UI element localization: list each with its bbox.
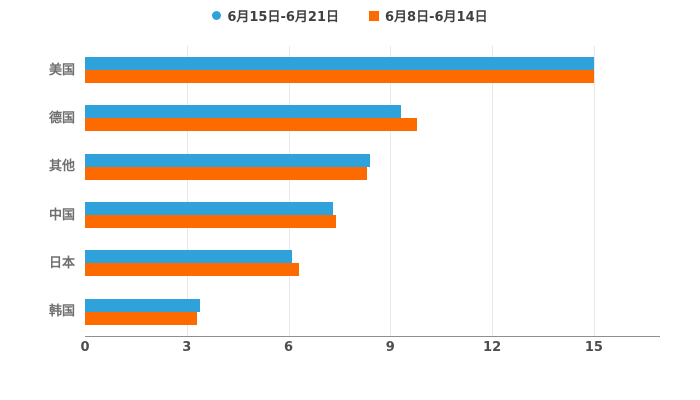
x-tick-label: 6 — [284, 340, 294, 355]
gridline — [492, 46, 494, 336]
category-label: 其他 — [48, 159, 75, 175]
legend-marker-icon — [212, 11, 222, 20]
category-row: 韩国 — [49, 288, 660, 336]
bar[interactable] — [85, 202, 333, 216]
legend-marker-icon — [369, 10, 380, 21]
bar[interactable] — [85, 263, 299, 277]
bar-group — [85, 57, 660, 84]
legend-label: 6月15日-6月21日 — [227, 10, 340, 25]
category-row: 德国 — [49, 94, 660, 142]
legend: 6月15日-6月21日 6月8日-6月14日 — [0, 6, 700, 25]
gridline — [288, 46, 290, 336]
category-row: 美国 — [49, 46, 660, 94]
gridline — [186, 46, 188, 336]
bar[interactable] — [85, 215, 337, 229]
bar[interactable] — [85, 105, 401, 119]
x-tick-label: 15 — [584, 340, 603, 355]
category-label: 韩国 — [48, 304, 75, 320]
category-row: 日本 — [49, 239, 660, 287]
bar[interactable] — [85, 118, 418, 132]
x-tick-label: 3 — [182, 340, 192, 355]
bar-group — [85, 298, 660, 325]
category-label: 美国 — [48, 62, 75, 78]
bar-group — [85, 250, 660, 277]
gridline — [390, 46, 392, 336]
plot-area: 美国德国其他中国日本韩国 — [49, 46, 660, 337]
legend-label: 6月8日-6月14日 — [385, 10, 488, 25]
bar[interactable] — [85, 57, 594, 71]
bar[interactable] — [85, 70, 594, 84]
category-label: 德国 — [48, 110, 75, 126]
category-row: 中国 — [49, 191, 660, 239]
x-tick-label: 0 — [80, 340, 90, 355]
legend-item[interactable]: 6月15日-6月21日 — [212, 6, 339, 25]
x-axis: 0 3 6 9 12 15 — [80, 340, 660, 360]
bar[interactable] — [85, 298, 201, 312]
category-row: 其他 — [49, 143, 660, 191]
x-tick-label: 12 — [483, 340, 502, 355]
bar[interactable] — [85, 250, 292, 264]
x-tick-label: 9 — [385, 340, 395, 355]
bar[interactable] — [85, 311, 197, 325]
bar[interactable] — [85, 153, 370, 167]
legend-item[interactable]: 6月8日-6月14日 — [369, 6, 488, 25]
category-label: 日本 — [48, 255, 75, 271]
gridline — [593, 46, 595, 336]
bar-group — [85, 202, 660, 229]
bar-group — [85, 153, 660, 180]
category-label: 中国 — [48, 207, 75, 223]
bar-group — [85, 105, 660, 132]
bar[interactable] — [85, 166, 367, 180]
